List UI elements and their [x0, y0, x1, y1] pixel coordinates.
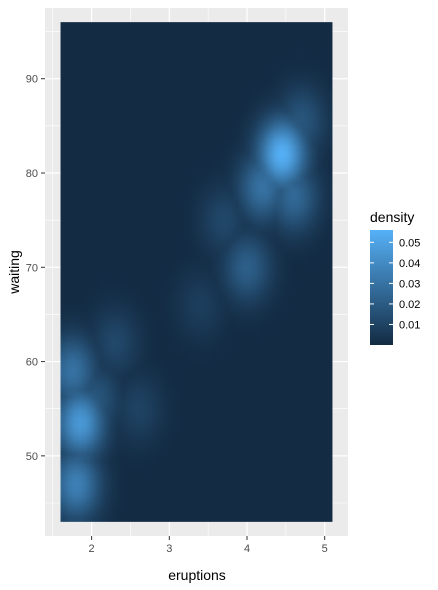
x-tick-label: 2 [89, 543, 95, 555]
y-tick-label: 70 [26, 262, 38, 274]
y-tick-label: 90 [26, 74, 38, 86]
x-axis-title: eruptions [168, 567, 226, 583]
x-tick-label: 3 [166, 543, 172, 555]
legend-colorbar [370, 230, 393, 345]
legend-ticks: 0.01 0.02 0.03 0.04 0.05 [370, 237, 420, 331]
x-tick-label: 4 [244, 543, 250, 555]
legend-tick-label: 0.02 [399, 299, 420, 311]
y-axis: 50 60 70 80 90 [26, 74, 45, 463]
legend-tick-label: 0.05 [399, 237, 420, 249]
density-raster [60, 22, 333, 522]
y-axis-title: waiting [6, 250, 22, 295]
legend-tick-label: 0.01 [399, 319, 420, 331]
y-tick-label: 50 [26, 451, 38, 463]
legend: density 0.01 0.02 0.03 0.04 0.05 [370, 209, 420, 345]
legend-title: density [370, 209, 414, 225]
y-tick-label: 80 [26, 168, 38, 180]
x-tick-label: 5 [322, 543, 328, 555]
legend-tick-label: 0.03 [399, 278, 420, 290]
y-tick-label: 60 [26, 357, 38, 369]
x-axis: 2 3 4 5 [89, 536, 328, 555]
legend-tick-label: 0.04 [399, 258, 420, 270]
